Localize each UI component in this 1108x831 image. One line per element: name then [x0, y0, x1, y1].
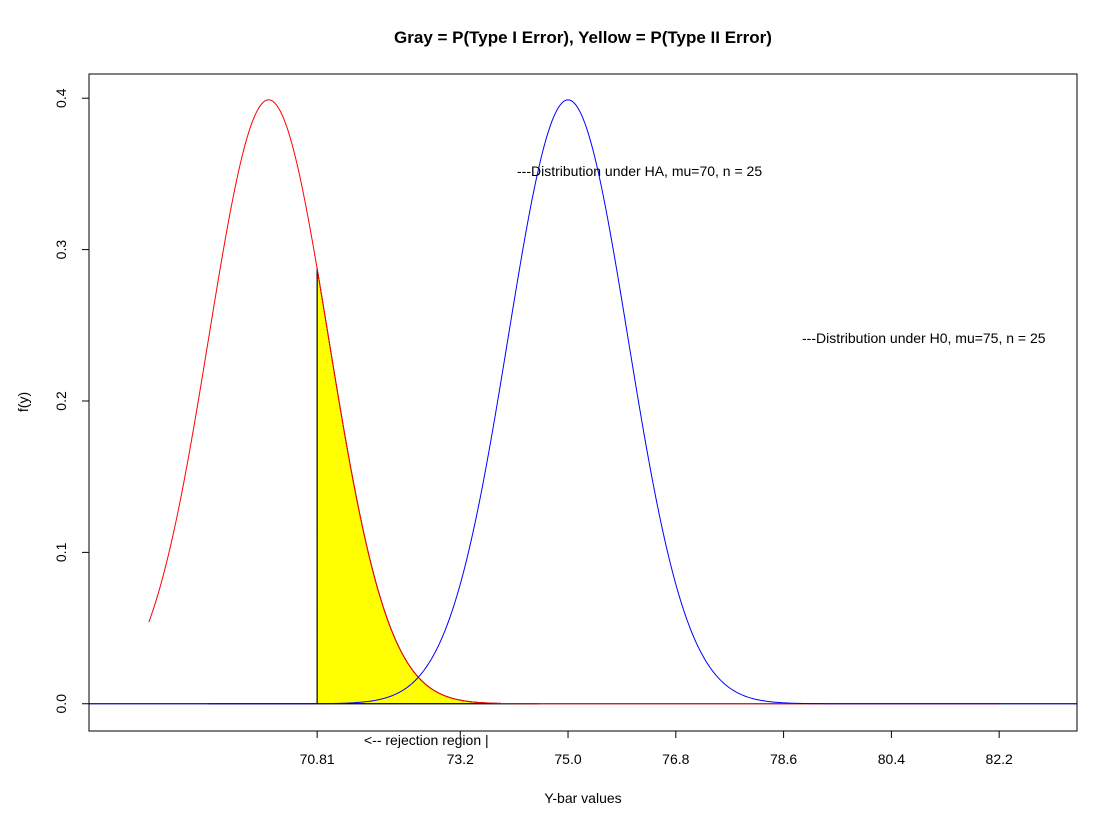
curve-h0 — [89, 99, 1077, 705]
y-axis-label: f(y) — [15, 392, 31, 412]
x-tick-label: 78.6 — [770, 751, 797, 767]
y-tick-label: 0.1 — [53, 542, 69, 562]
x-tick-label: 80.4 — [878, 751, 905, 767]
h0-distribution-label: ---Distribution under H0, mu=75, n = 25 — [802, 330, 1046, 346]
chart-title: Gray = P(Type I Error), Yellow = P(Type … — [394, 28, 772, 47]
x-axis-label: Y-bar values — [544, 790, 621, 806]
y-tick-label: 0.4 — [53, 88, 69, 108]
x-tick-label: 75.0 — [554, 751, 581, 767]
x-tick-label: 70.81 — [300, 751, 335, 767]
x-tick-label: 73.2 — [447, 751, 474, 767]
y-tick-label: 0.0 — [53, 694, 69, 714]
y-tick-label: 0.2 — [53, 391, 69, 411]
y-axis: 0.0 0.1 0.2 0.3 0.4 — [53, 88, 89, 713]
x-axis: 70.81 73.2 75.0 76.8 78.6 80.4 82.2 — [300, 731, 1013, 767]
curve-ha — [148, 99, 1000, 705]
plot-frame — [88, 73, 1078, 732]
x-tick-label: 76.8 — [662, 751, 689, 767]
rejection-region-label: <-- rejection region | — [364, 732, 489, 748]
density-curves — [89, 99, 1077, 705]
ha-distribution-label: ---Distribution under HA, mu=70, n = 25 — [517, 163, 762, 179]
shaded-region-type-ii — [316, 268, 539, 705]
y-tick-label: 0.3 — [53, 240, 69, 260]
x-tick-label: 82.2 — [986, 751, 1013, 767]
